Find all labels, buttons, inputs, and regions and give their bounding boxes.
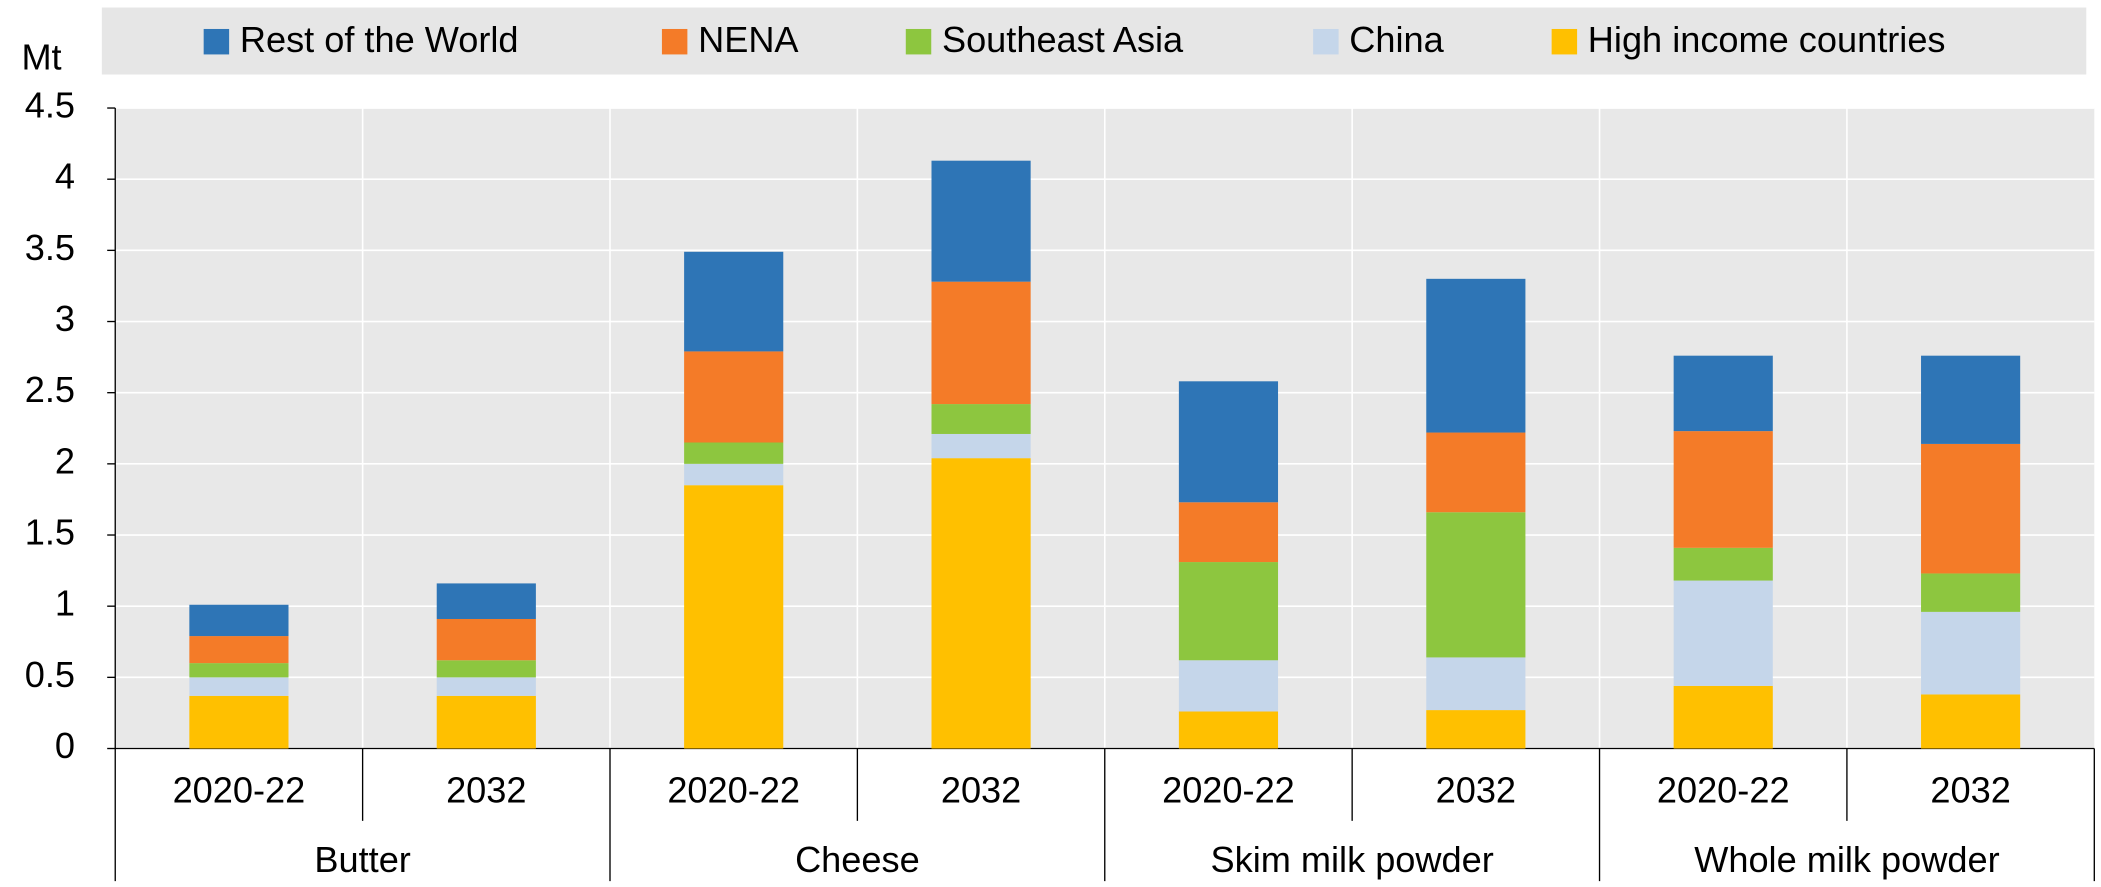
- bar-segment: [1673, 580, 1773, 686]
- legend-label: Southeast Asia: [942, 19, 1184, 60]
- x-tick-label: 2020-22: [1657, 769, 1790, 810]
- bar-segment: [931, 281, 1031, 405]
- legend-label: China: [1349, 19, 1444, 60]
- bar-segment: [1426, 512, 1526, 658]
- legend-swatch: [1313, 28, 1339, 55]
- bar-segment: [189, 663, 289, 678]
- bar-segment: [684, 351, 784, 443]
- bar-segment: [1178, 711, 1279, 749]
- bar-segment: [436, 677, 536, 696]
- bar-segment: [436, 583, 536, 619]
- bar-segment: [684, 485, 784, 749]
- bar-segment: [1673, 431, 1773, 548]
- legend-label: Rest of the World: [240, 19, 519, 60]
- x-tick-label: 2020-22: [173, 769, 306, 810]
- bar-segment: [1178, 381, 1279, 503]
- x-tick-label: 2032: [1436, 769, 1516, 810]
- bar-segment: [189, 677, 289, 696]
- y-tick-label: 3.5: [25, 227, 75, 268]
- group-label: Cheese: [795, 839, 920, 880]
- group-label: Skim milk powder: [1211, 839, 1494, 880]
- legend-swatch: [203, 28, 230, 55]
- bar-segment: [1921, 355, 2021, 444]
- y-tick-label: 1: [55, 583, 75, 624]
- bar-segment: [189, 695, 289, 749]
- bar-segment: [1178, 660, 1279, 712]
- bar-segment: [189, 604, 289, 637]
- legend-box: [101, 7, 2087, 75]
- x-tick-label: 2032: [941, 769, 1021, 810]
- bar-segment: [1178, 562, 1279, 661]
- y-axis-label: Mt: [21, 36, 61, 77]
- legend-swatch: [905, 28, 932, 55]
- bar-segment: [436, 618, 536, 661]
- bar-segment: [1673, 685, 1773, 749]
- y-tick-label: 2: [55, 440, 75, 481]
- x-tick-label: 2020-22: [667, 769, 800, 810]
- bar-segment: [931, 404, 1031, 434]
- group-label: Butter: [314, 839, 410, 880]
- y-tick-label: 4.5: [25, 85, 75, 126]
- legend-swatch: [661, 28, 688, 55]
- bar-segment: [189, 636, 289, 664]
- bar-segment: [1426, 278, 1526, 433]
- bar-segment: [1921, 443, 2021, 574]
- y-tick-label: 1.5: [25, 512, 75, 553]
- bar-segment: [1178, 502, 1279, 563]
- bar-segment: [931, 160, 1031, 282]
- legend-label: High income countries: [1588, 19, 1946, 60]
- bar-segment: [1426, 657, 1526, 711]
- bar-segment: [436, 660, 536, 678]
- y-tick-label: 0.5: [25, 654, 75, 695]
- bar-segment: [436, 695, 536, 749]
- bar-segment: [684, 463, 784, 486]
- x-tick-label: 2020-22: [1162, 769, 1295, 810]
- y-tick-label: 3: [55, 298, 75, 339]
- bar-segment: [931, 433, 1031, 459]
- legend-swatch: [1551, 28, 1578, 55]
- x-tick-label: 2032: [1930, 769, 2010, 810]
- bar-segment: [1673, 355, 1773, 432]
- y-tick-label: 4: [55, 156, 75, 197]
- bar-segment: [1921, 573, 2021, 612]
- bar-segment: [684, 251, 784, 352]
- bar-segment: [1921, 611, 2021, 695]
- bar-segment: [1921, 694, 2021, 749]
- y-tick-label: 2.5: [25, 369, 75, 410]
- y-tick-label: 0: [55, 725, 75, 766]
- legend-label: NENA: [698, 19, 799, 60]
- group-label: Whole milk powder: [1694, 839, 1999, 880]
- bar-segment: [1426, 710, 1526, 749]
- x-tick-label: 2032: [446, 769, 526, 810]
- bar-segment: [684, 442, 784, 464]
- bar-segment: [931, 458, 1031, 749]
- bar-segment: [1673, 547, 1773, 581]
- bar-segment: [1426, 432, 1526, 513]
